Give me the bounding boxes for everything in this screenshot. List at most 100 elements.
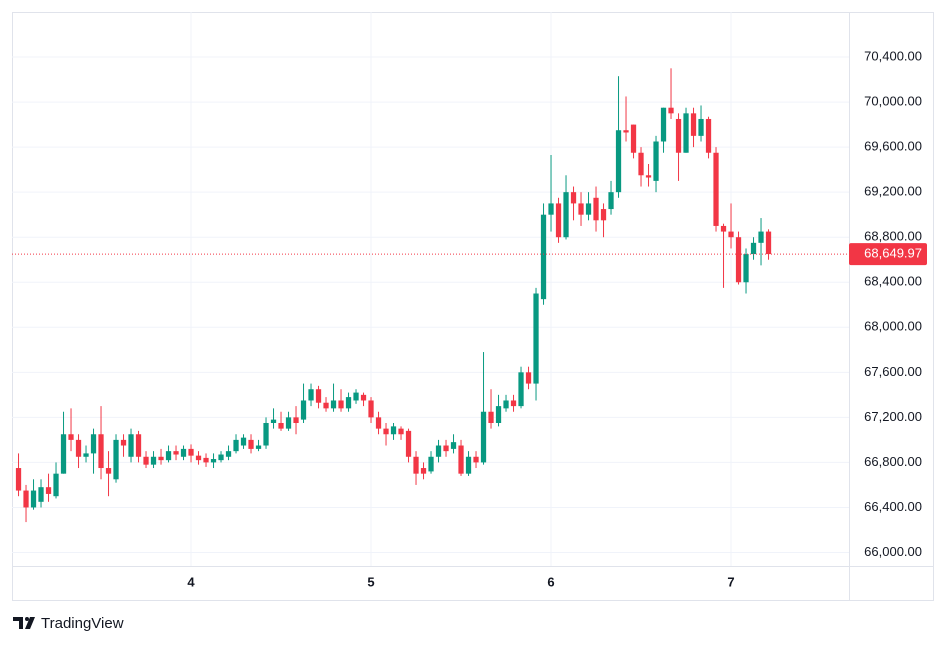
candle-body bbox=[713, 152, 719, 226]
y-tick-label: 70,400.00 bbox=[864, 48, 922, 63]
candle-body bbox=[428, 456, 434, 472]
candle-body bbox=[323, 402, 329, 409]
candle-body bbox=[308, 389, 314, 401]
candle-body bbox=[548, 203, 554, 215]
candle-body bbox=[45, 487, 52, 494]
x-tick-label: 7 bbox=[727, 574, 734, 589]
candle-body bbox=[563, 192, 569, 238]
candle-body bbox=[240, 437, 247, 446]
candle-body bbox=[765, 231, 772, 255]
grid bbox=[12, 12, 849, 566]
candle-body bbox=[353, 392, 359, 401]
logo bbox=[13, 617, 35, 629]
candle-body bbox=[488, 411, 494, 423]
candle-body bbox=[255, 445, 262, 449]
candle-body bbox=[68, 434, 74, 440]
candle-body bbox=[698, 118, 704, 136]
candle-body bbox=[608, 192, 614, 210]
candle-body bbox=[630, 124, 637, 153]
candle-body bbox=[120, 439, 127, 446]
candle-body bbox=[285, 417, 292, 429]
candle-body bbox=[210, 459, 217, 463]
candle-body bbox=[570, 192, 577, 204]
y-tick-label: 68,000.00 bbox=[864, 319, 922, 334]
candle-body bbox=[743, 254, 749, 283]
candle-body bbox=[150, 456, 157, 465]
candle-body bbox=[615, 130, 622, 193]
y-tick-label: 69,600.00 bbox=[864, 139, 922, 154]
candle-body bbox=[450, 442, 457, 449]
candle-body bbox=[53, 473, 59, 497]
candle-body bbox=[15, 468, 22, 491]
candle-body bbox=[293, 417, 299, 423]
candle-body bbox=[495, 406, 502, 423]
candle-body bbox=[683, 113, 689, 153]
candle-body bbox=[443, 445, 449, 452]
candle-body bbox=[345, 397, 352, 409]
candle-body bbox=[113, 439, 119, 480]
candle-body bbox=[518, 372, 524, 407]
last-price-box bbox=[849, 243, 927, 266]
candle-body bbox=[360, 394, 367, 401]
candle-body bbox=[465, 456, 472, 474]
candle-body bbox=[690, 113, 697, 136]
y-tick-label: 69,200.00 bbox=[864, 184, 922, 199]
candle-body bbox=[660, 107, 667, 142]
candle-body bbox=[405, 430, 412, 457]
candle-body bbox=[173, 451, 179, 455]
candle-body bbox=[413, 456, 419, 474]
last-price-label: 68,649.97 bbox=[864, 246, 922, 261]
candle-body bbox=[135, 434, 142, 457]
candle-body bbox=[593, 197, 599, 221]
y-tick-label: 66,000.00 bbox=[864, 544, 922, 559]
candle-body bbox=[195, 455, 202, 461]
candle-body bbox=[233, 439, 239, 452]
candle-body bbox=[533, 293, 539, 384]
candle-body bbox=[735, 237, 742, 283]
candle-body bbox=[218, 454, 224, 461]
candle-body bbox=[750, 242, 757, 255]
candle-body bbox=[525, 372, 532, 384]
candle-body bbox=[375, 417, 382, 429]
candle-body bbox=[225, 451, 232, 457]
candle-body bbox=[165, 451, 172, 461]
candle-body bbox=[248, 439, 254, 449]
candle-body bbox=[278, 422, 284, 429]
x-tick-label: 4 bbox=[187, 574, 195, 589]
candle-body bbox=[98, 434, 104, 469]
candle-body bbox=[338, 400, 344, 409]
candle-body bbox=[458, 445, 464, 474]
candle-body bbox=[83, 453, 89, 457]
candle-body bbox=[623, 130, 629, 133]
pane-border bbox=[12, 12, 934, 601]
logo-dot bbox=[25, 617, 29, 621]
candle-body bbox=[675, 118, 682, 153]
candle-body bbox=[705, 118, 712, 153]
candle-body bbox=[668, 107, 674, 114]
candle-body bbox=[38, 487, 44, 502]
candle-body bbox=[600, 209, 607, 221]
candle-body bbox=[158, 456, 164, 461]
candle-body bbox=[420, 468, 427, 474]
candle-body bbox=[480, 411, 487, 463]
candle-body bbox=[540, 214, 547, 300]
y-tick-label: 68,400.00 bbox=[864, 274, 922, 289]
candle-body bbox=[720, 225, 727, 232]
candle-body bbox=[105, 468, 112, 474]
candle-body bbox=[383, 428, 389, 435]
candle-body bbox=[90, 434, 97, 454]
candle-body bbox=[263, 422, 269, 446]
candle-body bbox=[578, 203, 584, 215]
candle-body bbox=[60, 434, 67, 474]
candle-body bbox=[398, 428, 404, 435]
y-tick-label: 67,600.00 bbox=[864, 364, 922, 379]
candle-body bbox=[143, 456, 149, 465]
y-tick-label: 68,800.00 bbox=[864, 229, 922, 244]
candle-body bbox=[30, 490, 37, 508]
candle-body bbox=[368, 400, 374, 418]
candle-body bbox=[758, 231, 764, 243]
candle-body bbox=[638, 152, 644, 176]
candle-body bbox=[555, 203, 562, 238]
candle-body bbox=[585, 203, 592, 215]
